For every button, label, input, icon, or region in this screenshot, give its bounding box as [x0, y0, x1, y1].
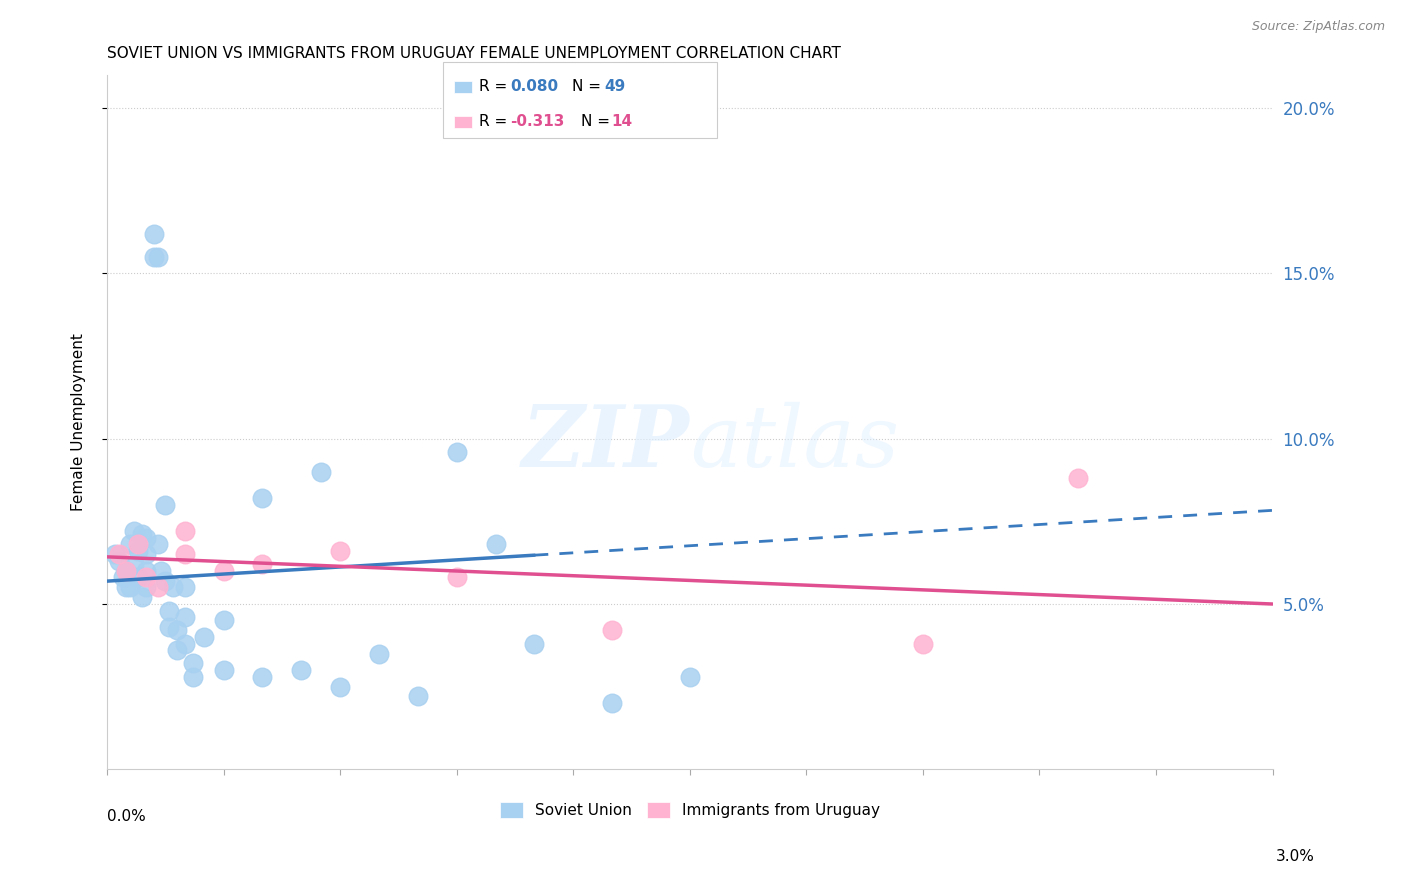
Text: atlas: atlas: [690, 401, 898, 484]
Point: [107, 554, 129, 568]
Point: [104, 547, 127, 561]
Point: [162, 580, 184, 594]
Text: -0.313: -0.313: [510, 114, 565, 129]
Point: [173, 637, 195, 651]
Text: ZIP: ZIP: [522, 401, 690, 484]
Point: [181, 670, 204, 684]
Point: [252, 670, 274, 684]
Point: [142, 250, 165, 264]
Text: R =: R =: [479, 114, 513, 129]
Point: [115, 580, 138, 594]
Point: [600, 624, 623, 638]
Point: [173, 524, 195, 538]
Point: [166, 643, 188, 657]
Point: [212, 564, 235, 578]
Point: [679, 670, 702, 684]
Point: [523, 637, 546, 651]
Text: N =: N =: [581, 114, 614, 129]
Point: [135, 531, 157, 545]
Point: [150, 564, 173, 578]
Point: [107, 547, 129, 561]
Point: [127, 537, 149, 551]
Text: 0.080: 0.080: [510, 79, 558, 95]
Point: [446, 445, 468, 459]
Point: [252, 491, 274, 505]
Point: [115, 564, 138, 578]
Legend: Soviet Union, Immigrants from Uruguay: Soviet Union, Immigrants from Uruguay: [494, 796, 886, 824]
Point: [157, 620, 180, 634]
Point: [329, 680, 352, 694]
Point: [127, 570, 149, 584]
Text: 49: 49: [605, 79, 626, 95]
Point: [309, 465, 332, 479]
Text: R =: R =: [479, 79, 513, 95]
Text: N =: N =: [572, 79, 606, 95]
Point: [146, 580, 169, 594]
Point: [212, 663, 235, 677]
Point: [173, 547, 195, 561]
Point: [446, 570, 468, 584]
Point: [1067, 471, 1090, 485]
Point: [329, 544, 352, 558]
Point: [911, 637, 934, 651]
Point: [146, 250, 169, 264]
Point: [120, 537, 142, 551]
Text: 14: 14: [612, 114, 633, 129]
Point: [115, 564, 138, 578]
Point: [600, 696, 623, 710]
Point: [131, 591, 153, 605]
Point: [120, 580, 142, 594]
Text: 0.0%: 0.0%: [107, 809, 146, 824]
Text: SOVIET UNION VS IMMIGRANTS FROM URUGUAY FEMALE UNEMPLOYMENT CORRELATION CHART: SOVIET UNION VS IMMIGRANTS FROM URUGUAY …: [107, 46, 841, 62]
Point: [290, 663, 312, 677]
Point: [131, 527, 153, 541]
Point: [155, 574, 177, 588]
Y-axis label: Female Unemployment: Female Unemployment: [72, 333, 86, 511]
Point: [166, 624, 188, 638]
Point: [135, 580, 157, 594]
Point: [135, 547, 157, 561]
Point: [406, 690, 429, 704]
Point: [173, 580, 195, 594]
Point: [135, 570, 157, 584]
Point: [111, 570, 134, 584]
Point: [142, 227, 165, 241]
Point: [122, 558, 145, 572]
Text: 3.0%: 3.0%: [1275, 849, 1315, 864]
Point: [368, 647, 391, 661]
Point: [157, 603, 180, 617]
Point: [173, 610, 195, 624]
Point: [193, 630, 215, 644]
Text: Source: ZipAtlas.com: Source: ZipAtlas.com: [1251, 20, 1385, 33]
Point: [127, 544, 149, 558]
Point: [122, 524, 145, 538]
Point: [146, 537, 169, 551]
Point: [252, 558, 274, 572]
Point: [155, 498, 177, 512]
Point: [135, 564, 157, 578]
Point: [212, 614, 235, 628]
Point: [484, 537, 506, 551]
Point: [181, 657, 204, 671]
